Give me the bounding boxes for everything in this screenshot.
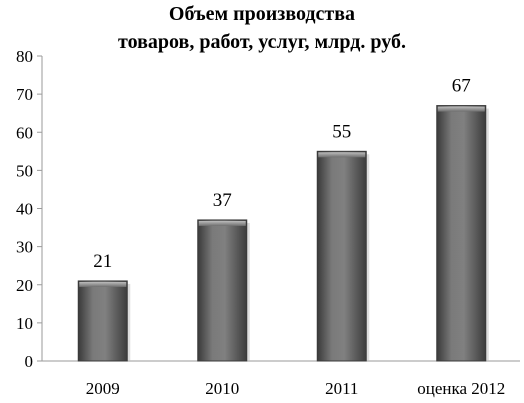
x-tick-label: 2011 [325,379,358,398]
bar-bevel [318,152,366,158]
bar-bevel [437,106,485,112]
bar-2011 [316,150,367,362]
bar-2010 [197,219,248,362]
y-tick-label: 10 [16,314,33,333]
y-tick-label: 70 [16,85,33,104]
y-tick-label: 30 [16,238,33,257]
y-tick-label: 20 [16,276,33,295]
data-label: 37 [213,190,232,211]
bar-bevel [79,281,127,287]
bar-оценка-2012 [436,105,487,362]
chart-title-line-2: товаров, работ, услуг, млрд. руб. [118,31,406,53]
x-tick-label: 2010 [205,379,239,398]
bar-2009 [77,280,128,362]
y-tick-label: 50 [16,161,33,180]
x-tick-label: 2009 [86,379,120,398]
chart-title: Объем производства товаров, работ, услуг… [0,0,524,56]
bar-bevel [198,220,246,226]
y-tick-label: 60 [16,123,33,142]
data-label: 67 [452,76,471,97]
data-label: 55 [332,121,351,142]
x-tick-label: оценка 2012 [417,379,505,398]
data-label: 21 [93,251,112,272]
y-tick-label: 40 [16,200,33,219]
chart-title-line-1: Объем производства [168,3,356,25]
y-tick-label: 80 [16,47,33,66]
y-tick-label: 0 [25,352,34,371]
